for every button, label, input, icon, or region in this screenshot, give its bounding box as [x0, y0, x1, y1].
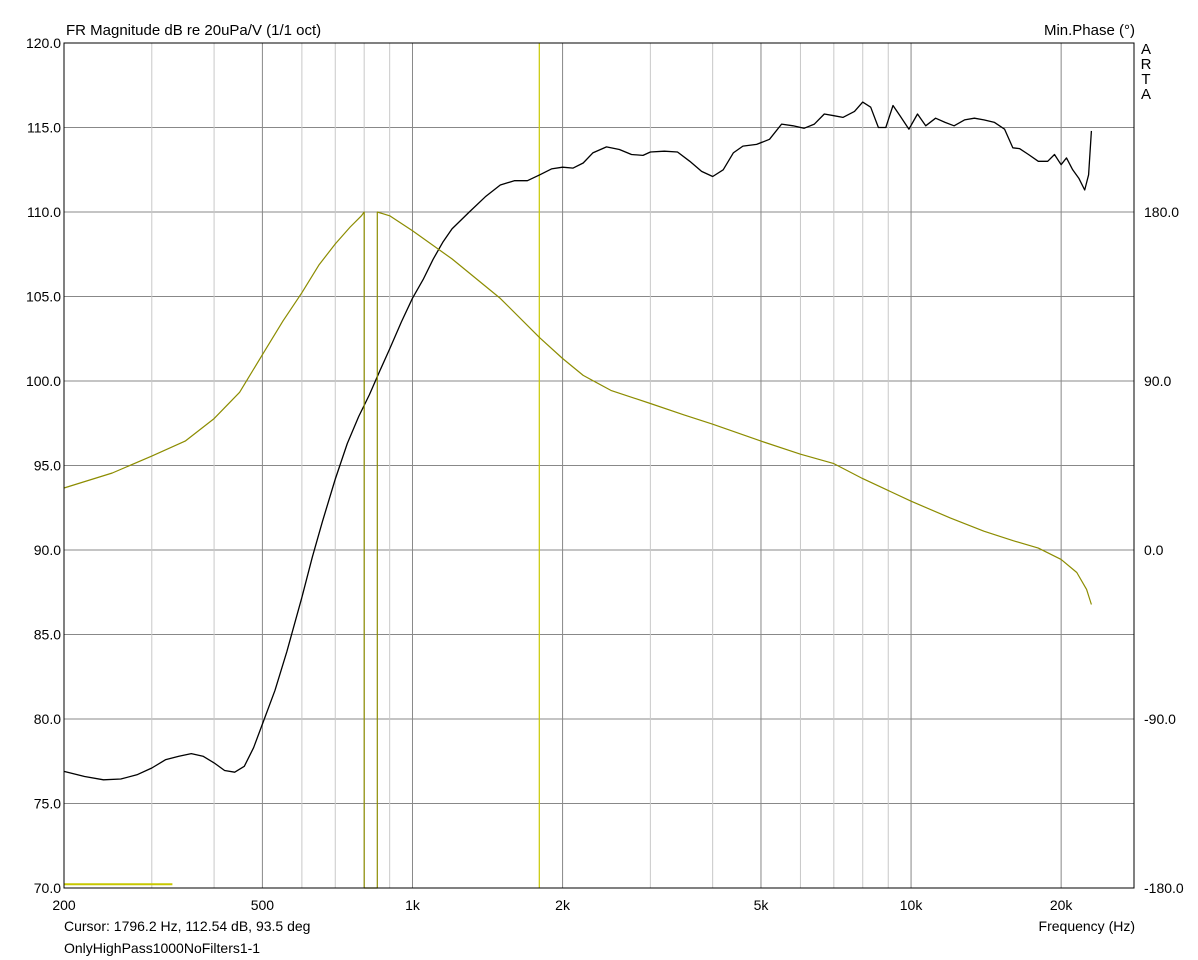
y-tick-label: 105.0 [26, 289, 61, 305]
x-tick-label: 20k [1050, 897, 1074, 913]
tick-labels: 70.0 75.0 80.0 85.0 90.0 95.0 100.0 105.0 110.0 1… [26, 35, 1184, 913]
cursor-readout: Cursor: 1796.2 Hz, 112.54 dB, 93.5 deg [64, 918, 311, 934]
y-tick-label: 120.0 [26, 35, 61, 51]
magnitude-line [63, 101, 1093, 781]
right-axis-title: Min.Phase (°) [1043, 22, 1135, 39]
y-tick-label: 95.0 [34, 458, 61, 474]
series-lines [63, 101, 1093, 889]
y-tick-label: 90.0 [34, 542, 61, 558]
x-tick-label: 5k [754, 897, 770, 913]
y2-tick-label: 90.0 [1144, 373, 1171, 389]
phase-line [63, 211, 1092, 889]
brand-letter: A [1140, 41, 1151, 58]
x-tick-label: 2k [555, 897, 571, 913]
x-tick-label: 10k [900, 897, 924, 913]
plot-frame [63, 42, 1135, 889]
file-name: OnlyHighPass1000NoFilters1-1 [64, 940, 261, 956]
y-tick-label: 80.0 [34, 711, 61, 727]
brand-letter: R [1140, 56, 1152, 73]
y-tick-label: 100.0 [26, 373, 61, 389]
y-tick-label: 115.0 [27, 120, 61, 136]
y2-tick-label: -90.0 [1144, 711, 1176, 727]
y-tick-label: 110.0 [27, 204, 61, 220]
x-tick-label: 1k [405, 897, 421, 913]
x-axis-label: Frequency (Hz) [1038, 918, 1135, 934]
y2-tick-label: 0.0 [1144, 542, 1164, 558]
y-tick-label: 70.0 [34, 880, 61, 896]
y-tick-label: 85.0 [34, 627, 61, 643]
brand-letter: T [1141, 71, 1151, 88]
y2-tick-label: 180.0 [1144, 204, 1179, 220]
grid-lines [64, 42, 1134, 889]
x-tick-label: 500 [251, 897, 275, 913]
x-tick-label: 200 [52, 897, 76, 913]
arta-brand: A R T A [1139, 42, 1153, 102]
y-tick-label: 75.0 [34, 796, 61, 812]
brand-letter: A [1140, 86, 1151, 103]
y2-tick-label: -180.0 [1144, 880, 1184, 896]
chart-title: FR Magnitude dB re 20uPa/V (1/1 oct) [66, 22, 322, 39]
